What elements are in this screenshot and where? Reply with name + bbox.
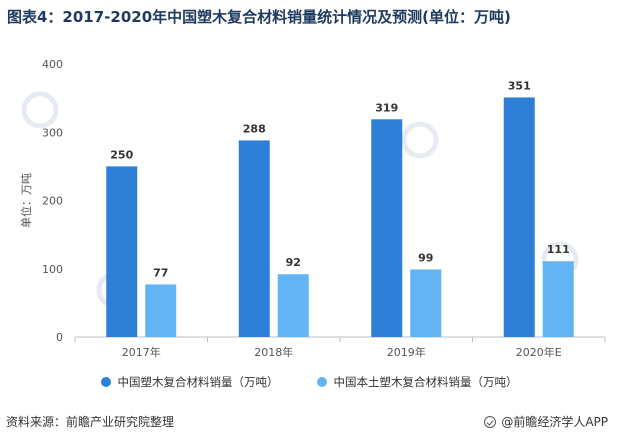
y-tick-label-1: 100 [42, 263, 63, 276]
x-tick-label-1: 2018年 [254, 345, 293, 359]
bar-series-1-2 [371, 119, 403, 337]
bar-series-2-2 [410, 269, 442, 337]
y-tick-label-3: 300 [42, 126, 63, 139]
bar-series-2-3 [542, 261, 574, 337]
legend-item-series-2: 中国本土塑木复合材料销量（万吨） [316, 374, 518, 390]
y-axis-title: 单位：万吨 [19, 173, 33, 228]
data-label-series-2-2: 99 [418, 251, 433, 264]
x-tick-label-2: 2019年 [387, 345, 426, 359]
data-label-series-2-1: 92 [286, 256, 301, 269]
legend-marker-series-1 [100, 377, 111, 387]
chart-title: 图表4：2017-2020年中国塑木复合材料销量统计情况及预测(单位：万吨) [7, 8, 511, 26]
bar-series-2-1 [277, 274, 309, 337]
data-label-series-1-3: 351 [508, 79, 531, 92]
y-tick-label-4: 400 [42, 58, 63, 71]
legend: 中国塑木复合材料销量（万吨） 中国本土塑木复合材料销量（万吨） [0, 374, 618, 390]
brand-logo-icon [484, 415, 497, 428]
y-tick-label-0: 0 [56, 331, 63, 344]
bar-series-1-0 [106, 166, 138, 337]
watermark-logo-1 [21, 91, 59, 129]
bar-series-2-0 [145, 284, 177, 337]
legend-marker-series-2 [316, 377, 327, 387]
brand-text: @前瞻经济学人APP [501, 415, 608, 429]
watermark-logo-3 [401, 121, 439, 159]
source-note: 资料来源：前瞻产业研究院整理 [6, 415, 175, 429]
data-label-series-1-2: 319 [375, 101, 398, 114]
brand-credit: @前瞻经济学人APP [484, 413, 608, 430]
data-label-series-1-0: 250 [110, 148, 133, 161]
x-tick-label-0: 2017年 [122, 345, 161, 359]
data-label-series-1-1: 288 [243, 122, 266, 135]
bar-series-1-3 [503, 97, 535, 337]
y-tick-label-2: 200 [42, 195, 63, 208]
x-tick-label-3: 2020年E [516, 345, 562, 359]
data-label-series-2-0: 77 [153, 266, 168, 279]
bar-series-1-1 [238, 140, 270, 337]
data-label-series-2-3: 111 [547, 243, 570, 256]
legend-label-series-1: 中国塑木复合材料销量（万吨） [117, 375, 279, 389]
legend-label-series-2: 中国本土塑木复合材料销量（万吨） [333, 375, 518, 389]
legend-item-series-1: 中国塑木复合材料销量（万吨） [100, 374, 279, 390]
